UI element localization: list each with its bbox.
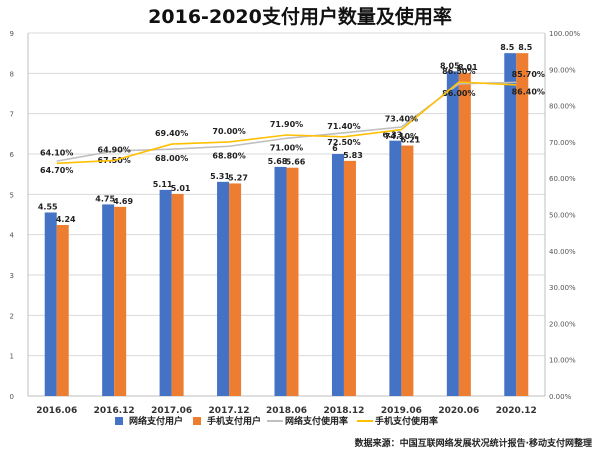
y-right-tick: 30.00% xyxy=(549,284,576,292)
y-right-tick: 10.00% xyxy=(549,357,576,365)
x-tick-label: 2019.06 xyxy=(381,406,422,416)
y-right-tick: 70.00% xyxy=(549,139,576,147)
line-data-label: 71.00% xyxy=(270,143,303,152)
bar-data-label: 5.31 xyxy=(210,172,230,181)
y-left-tick: 0 xyxy=(10,393,14,401)
line-data-label: 86.40% xyxy=(512,87,545,96)
bar-data-label: 5.27 xyxy=(228,173,248,182)
y-right-tick: 60.00% xyxy=(549,175,576,183)
bar-online xyxy=(389,140,402,396)
bar-data-label: 8.5 xyxy=(518,43,533,52)
source-note: 数据来源：中国互联网络发展状况统计报告·移动支付网整理 xyxy=(354,439,592,449)
line-data-label: 68.80% xyxy=(212,151,245,160)
bar-data-label: 6.21 xyxy=(401,136,421,145)
y-right-tick: 0.00% xyxy=(549,393,572,401)
line-data-label: 64.10% xyxy=(40,148,73,157)
bar-online xyxy=(44,212,57,396)
y-right-tick: 80.00% xyxy=(549,103,576,111)
y-left-tick: 7 xyxy=(10,111,14,119)
bar-online xyxy=(504,53,517,397)
bar-data-label: 5.83 xyxy=(343,151,363,160)
bar-data-label: 8.01 xyxy=(458,63,478,72)
bar-online xyxy=(331,154,344,396)
bar-online xyxy=(159,189,172,396)
y-left-tick: 3 xyxy=(10,272,14,280)
bar-data-label: 5.68 xyxy=(268,157,288,166)
y-left-tick: 2 xyxy=(10,312,14,320)
legend-label: 手机支付用户 xyxy=(207,415,261,427)
bar-mobile xyxy=(401,145,414,396)
bar-online xyxy=(446,71,459,397)
bar-data-label: 4.75 xyxy=(95,194,115,203)
y-right-tick: 20.00% xyxy=(549,320,576,328)
line-data-label: 71.40% xyxy=(327,122,360,131)
bar-online xyxy=(274,166,287,396)
bar-data-label: 5.11 xyxy=(153,180,173,189)
bar-data-label: 4.69 xyxy=(113,197,133,206)
y-left-tick: 4 xyxy=(10,232,15,240)
line-data-label: 85.70% xyxy=(512,70,545,79)
x-tick-label: 2017.12 xyxy=(209,406,250,416)
y-right-tick: 90.00% xyxy=(549,66,576,74)
y-right-tick: 100.00% xyxy=(549,30,580,38)
bar-mobile xyxy=(343,160,356,396)
y-left-tick: 9 xyxy=(10,30,14,38)
line-data-label: 71.90% xyxy=(270,120,303,129)
line-data-label: 74.10% xyxy=(385,132,418,141)
line-data-label: 64.90% xyxy=(98,145,131,154)
bar-data-label: 6 xyxy=(332,144,338,153)
line-data-label: 86.50% xyxy=(442,67,475,76)
bar-mobile xyxy=(114,206,127,396)
bar-data-label: 4.24 xyxy=(56,215,76,224)
bar-data-label: 8.5 xyxy=(500,43,515,52)
bar-mobile xyxy=(56,224,69,396)
x-tick-label: 2018.06 xyxy=(266,406,307,416)
y-left-tick: 8 xyxy=(10,70,14,78)
legend-label: 网络支付使用率 xyxy=(285,415,348,427)
line-data-label: 70.00% xyxy=(212,127,245,136)
bar-online xyxy=(217,181,230,396)
bar-online xyxy=(102,204,115,396)
y-right-tick: 50.00% xyxy=(549,212,576,220)
y-left-tick: 1 xyxy=(10,353,14,361)
bar-mobile xyxy=(516,53,529,397)
y-left-tick: 5 xyxy=(10,191,14,199)
x-tick-label: 2016.06 xyxy=(36,406,77,416)
bar-mobile xyxy=(171,193,184,396)
chart-title: 2016-2020支付用户数量及使用率 xyxy=(148,6,452,28)
line-data-label: 69.40% xyxy=(155,129,188,138)
line-data-label: 86.00% xyxy=(442,89,475,98)
bar-data-label: 5.66 xyxy=(286,158,306,167)
y-right-tick: 40.00% xyxy=(549,248,576,256)
line-data-label: 72.50% xyxy=(327,138,360,147)
bar-mobile xyxy=(229,183,242,396)
legend-swatch xyxy=(193,417,201,425)
x-tick-label: 2020.06 xyxy=(438,406,479,416)
x-tick-label: 2018.12 xyxy=(323,406,364,416)
x-tick-label: 2016.12 xyxy=(94,406,135,416)
legend-label: 网络支付用户 xyxy=(129,415,183,427)
bar-data-label: 8.05 xyxy=(440,61,460,70)
bar-data-label: 4.55 xyxy=(38,202,58,211)
line-data-label: 73.40% xyxy=(385,115,418,124)
bar-data-label: 6.33 xyxy=(383,131,403,140)
line-data-label: 68.00% xyxy=(155,154,188,163)
y-left-tick: 6 xyxy=(10,151,15,159)
line-data-label: 64.70% xyxy=(40,166,73,175)
legend-swatch xyxy=(115,417,123,425)
bar-data-label: 5.01 xyxy=(171,184,191,193)
x-tick-label: 2017.06 xyxy=(151,406,192,416)
line-mobile-rate xyxy=(56,81,517,165)
bar-mobile xyxy=(458,72,471,397)
x-tick-label: 2020.12 xyxy=(496,406,537,416)
legend-label: 手机支付使用率 xyxy=(375,415,438,427)
bar-mobile xyxy=(286,167,299,396)
